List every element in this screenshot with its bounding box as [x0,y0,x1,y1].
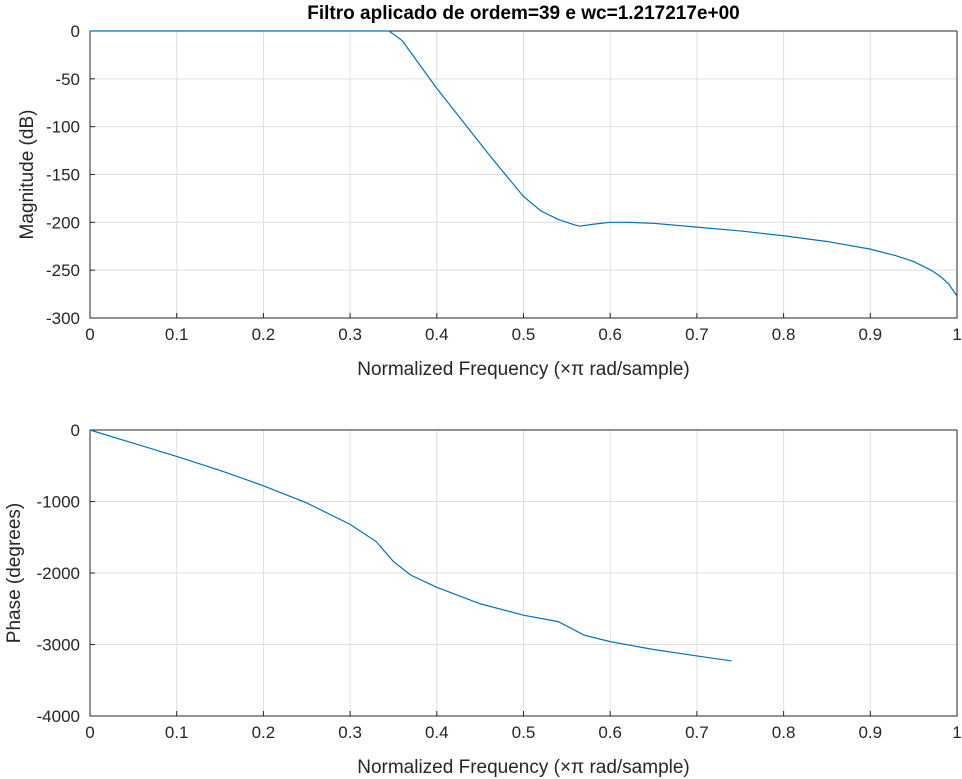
phase-x-tick-label: 0.5 [512,723,536,742]
phase-y-tick-label: -3000 [37,636,80,655]
magnitude-series-line [90,30,958,297]
phase-x-tick-label: 0.9 [858,723,882,742]
magnitude-y-tick-label: 0 [71,22,80,41]
magnitude-y-tick-label: -300 [46,309,80,328]
phase-x-tick-label: 0.3 [338,723,362,742]
magnitude-y-tick-label: -100 [46,118,80,137]
phase-y-tick-label: 0 [71,421,80,440]
phase-y-ticks: 0 -1000 -2000 -3000 -4000 [37,421,95,726]
magnitude-y-ticks: 0 -50 -100 -150 -200 -250 -300 [46,22,95,328]
phase-x-tick-label: 1 [952,723,961,742]
magnitude-x-tick-label: 0 [85,325,94,344]
phase-axes: 0 0.1 0.2 0.3 0.4 0.5 0.6 0.7 0.8 0.9 1 0 -1000 -200… [4,421,962,778]
phase-x-tick-label: 0.2 [252,723,276,742]
magnitude-x-tick-label: 0.7 [685,325,709,344]
magnitude-x-tick-label: 0.9 [858,325,882,344]
magnitude-x-tick-label: 0.2 [252,325,276,344]
magnitude-y-tick-label: -200 [46,213,80,232]
magnitude-y-tick-label: -150 [46,166,80,185]
phase-x-tick-label: 0.7 [685,723,709,742]
phase-x-ticks: 0 0.1 0.2 0.3 0.4 0.5 0.6 0.7 0.8 0.9 1 [85,711,962,742]
chart-title: Filtro aplicado de ordem=39 e wc=1.21721… [307,3,739,24]
phase-y-tick-label: -4000 [37,707,80,726]
magnitude-x-tick-label: 0.5 [512,325,536,344]
magnitude-x-tick-label: 0.1 [165,325,189,344]
magnitude-x-axis-label: Normalized Frequency (×π rad/sample) [357,359,690,380]
phase-y-tick-label: -1000 [37,493,80,512]
phase-y-axis-label: Phase (degrees) [4,503,25,643]
magnitude-axes: 0 0.1 0.2 0.3 0.4 0.5 0.6 0.7 0.8 0.9 1 0 -50 -100 -1… [17,3,962,380]
magnitude-x-tick-label: 1 [952,325,961,344]
phase-x-tick-label: 0.6 [598,723,622,742]
magnitude-x-ticks: 0 0.1 0.2 0.3 0.4 0.5 0.6 0.7 0.8 0.9 1 [85,313,962,344]
phase-grid [89,429,958,717]
phase-y-tick-label: -2000 [37,564,80,583]
phase-x-tick-label: 0.1 [165,723,189,742]
phase-x-tick-label: 0.4 [425,723,449,742]
magnitude-grid [89,30,958,319]
magnitude-x-tick-label: 0.8 [772,325,796,344]
magnitude-y-tick-label: -250 [46,261,80,280]
phase-x-axis-label: Normalized Frequency (×π rad/sample) [357,757,690,778]
phase-x-tick-label: 0.8 [772,723,796,742]
magnitude-x-tick-label: 0.6 [598,325,622,344]
phase-series-line [89,429,732,662]
magnitude-x-tick-label: 0.4 [425,325,449,344]
phase-x-tick-label: 0 [85,723,94,742]
magnitude-y-tick-label: -50 [55,70,80,89]
magnitude-x-tick-label: 0.3 [338,325,362,344]
magnitude-y-axis-label: Magnitude (dB) [17,110,38,240]
